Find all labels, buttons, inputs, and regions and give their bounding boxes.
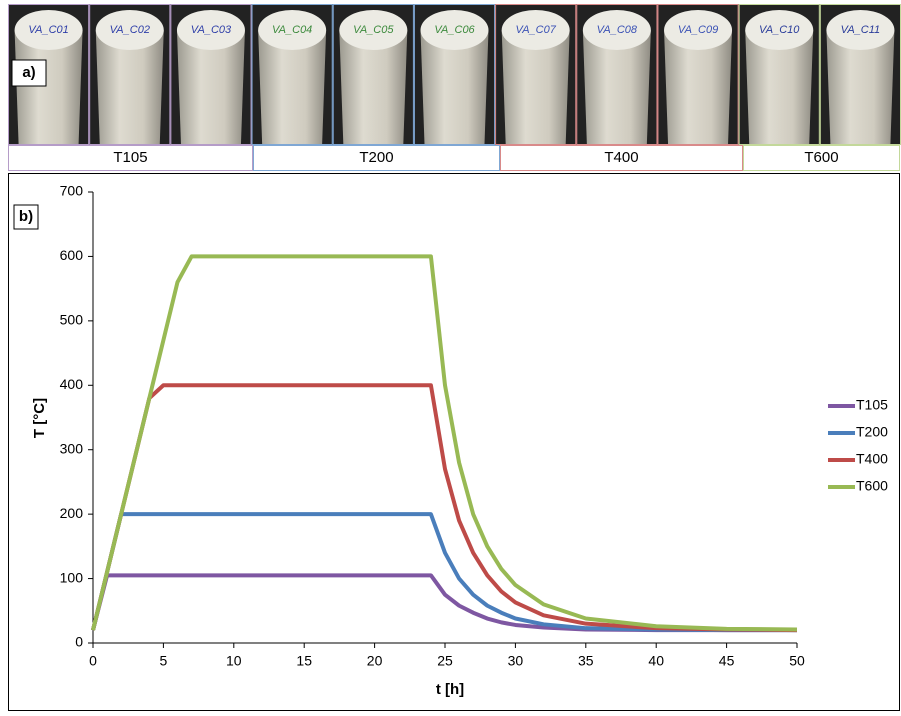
sample-label: VA_C11 [841, 24, 881, 36]
sample-body [176, 30, 245, 144]
sample-body [339, 30, 408, 144]
legend-label: T600 [856, 478, 888, 494]
sample-label: VA_C02 [110, 24, 150, 36]
sample-top [826, 10, 895, 50]
series-line [91, 254, 798, 632]
panel-label: b) [19, 208, 33, 225]
sample-body [745, 30, 814, 144]
sample-label: VA_C03 [191, 24, 232, 36]
x-tick-label: 50 [789, 653, 805, 669]
sample-body [826, 30, 895, 144]
y-tick-label: 0 [75, 634, 83, 650]
panel-label: a) [22, 64, 35, 81]
x-tick-label: 20 [367, 653, 383, 669]
group-label: T200 [359, 149, 393, 166]
x-tick-label: 25 [437, 653, 453, 669]
group-cell [743, 145, 900, 171]
y-tick-label: 600 [60, 247, 84, 263]
sample-body [420, 30, 489, 144]
sample-body [258, 30, 327, 144]
sample-top [339, 10, 408, 50]
x-tick-label: 0 [89, 653, 97, 669]
sample-top [95, 10, 164, 50]
x-axis-label: t [h] [436, 681, 464, 698]
panel-label-box [11, 59, 47, 87]
y-tick-label: 400 [60, 376, 84, 392]
sample-top [501, 10, 570, 50]
x-tick-label: 30 [508, 653, 524, 669]
sample-body [14, 30, 83, 144]
sample-top [745, 10, 814, 50]
group-label: T105 [113, 149, 147, 166]
panel-label-box [13, 204, 39, 230]
y-axis-label: T [°C] [31, 398, 48, 438]
sample-top [176, 10, 245, 50]
legend-label: T105 [856, 397, 888, 413]
x-tick-label: 40 [648, 653, 664, 669]
x-tick-label: 5 [160, 653, 168, 669]
sample-label: VA_C04 [272, 24, 312, 36]
y-tick-label: 100 [60, 569, 84, 585]
legend-label: T400 [856, 451, 888, 467]
x-tick-label: 35 [578, 653, 594, 669]
x-tick-label: 15 [296, 653, 312, 669]
sample-body [501, 30, 570, 144]
sample-top [258, 10, 327, 50]
sample-label: VA_C06 [434, 24, 475, 36]
legend-label: T200 [856, 424, 888, 440]
y-tick-label: 500 [60, 312, 84, 328]
group-label: T600 [804, 149, 838, 166]
series-line [91, 512, 797, 633]
sample-label: VA_C07 [515, 24, 556, 36]
sample-top [420, 10, 489, 50]
group-cell [500, 145, 743, 171]
group-label: T400 [604, 149, 638, 166]
group-cell [8, 145, 253, 171]
sample-top [14, 10, 83, 50]
sample-top [664, 10, 733, 50]
series-line [91, 573, 797, 633]
x-tick-label: 10 [226, 653, 242, 669]
sample-label: VA_C09 [678, 24, 718, 36]
y-tick-label: 700 [60, 183, 84, 199]
y-tick-label: 300 [60, 440, 84, 456]
y-tick-label: 200 [60, 505, 84, 521]
sample-body [664, 30, 733, 144]
sample-label: VA_C05 [353, 24, 394, 36]
sample-label: VA_C08 [597, 24, 638, 36]
sample-label: VA_C10 [759, 24, 800, 36]
sample-body [95, 30, 164, 144]
sample-top [582, 10, 651, 50]
group-cell [253, 145, 500, 171]
x-tick-label: 45 [719, 653, 735, 669]
sample-label: VA_C01 [28, 24, 68, 36]
sample-body [582, 30, 651, 144]
